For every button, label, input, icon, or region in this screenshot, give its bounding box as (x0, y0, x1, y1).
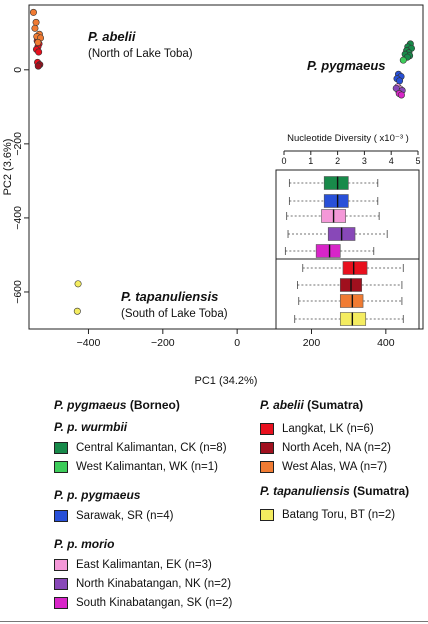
legend-left: P. pygmaeus (Borneo) P. p. wurmbii Centr… (54, 398, 244, 612)
legend-item-label: North Kinabatangan, NK (n=2) (76, 577, 232, 590)
legend-item-label: South Kinabatangan, SK (n=2) (76, 596, 233, 609)
data-point-wk (399, 56, 407, 64)
legend-swatch (54, 460, 68, 473)
legend-item: Central Kalimantan, CK (n=8) (54, 438, 244, 457)
legend-item-label: Sarawak, SR (n=4) (76, 509, 174, 522)
legend-item-label: Central Kalimantan, CK (n=8) (76, 441, 227, 454)
legend-swatch (260, 508, 274, 521)
box-ck (323, 176, 349, 190)
legend-group-title: P. p. morio (54, 537, 115, 551)
legend-species-name: P. abelii (260, 398, 304, 412)
legend-species-name: P. tapanuliensis (260, 484, 350, 498)
inset-tick-label: 4 (389, 156, 394, 166)
legend-swatch (54, 558, 68, 571)
legend-swatch (54, 596, 68, 609)
inset-tick-label: 2 (335, 156, 340, 166)
legend-item: South Kinabatangan, SK (n=2) (54, 593, 244, 612)
annotation-tapanuliensis-sub: (South of Lake Toba) (121, 308, 228, 320)
legend-item-label: West Alas, WA (n=7) (282, 460, 388, 473)
data-point-lk (35, 48, 43, 56)
legend-swatch (260, 460, 274, 473)
x-tick-label: 0 (234, 337, 240, 349)
legend-item: North Aceh, NA (n=2) (260, 438, 428, 457)
annotation-pygmaeus-name: P. pygmaeus (307, 58, 386, 73)
inset-tick-label: 5 (415, 156, 420, 166)
legend-region: (Sumatra) (307, 398, 364, 412)
data-point-na (34, 62, 42, 70)
data-point-bt (74, 280, 82, 288)
legend-heading-tapanuliensis: P. tapanuliensis (Sumatra) (260, 484, 428, 502)
annotation-tapanuliensis-name: P. tapanuliensis (121, 289, 218, 304)
legend-item: East Kalimantan, EK (n=3) (54, 555, 244, 574)
data-point-wa (29, 8, 37, 16)
x-tick-label: 200 (303, 337, 321, 349)
legend-group-title: P. p. pygmaeus (54, 488, 141, 502)
bottom-divider (0, 621, 428, 622)
legend-item-label: East Kalimantan, EK (n=3) (76, 558, 212, 571)
legend-species-name: P. pygmaeus (54, 398, 127, 412)
legend-heading-pygmaeus: P. pygmaeus (Borneo) (54, 398, 244, 416)
inset-tick-label: 1 (308, 156, 313, 166)
legend-swatch (54, 577, 68, 590)
inset-tick-label: 0 (281, 156, 286, 166)
pca-points (29, 8, 415, 315)
legend-item: Langkat, LK (n=6) (260, 419, 428, 438)
data-point-sk (397, 91, 405, 99)
legend-item: Sarawak, SR (n=4) (54, 506, 244, 525)
pca-axis-ticks: −400 −200 0 200 400 −600 −400 −200 0 (12, 67, 395, 349)
data-point-wa (31, 24, 39, 32)
legend-group-title: P. p. wurmbii (54, 420, 128, 434)
legend-item: Batang Toru, BT (n=2) (260, 505, 428, 524)
legend-region: (Borneo) (129, 398, 180, 412)
inset-tick-label: 3 (362, 156, 367, 166)
legend-item: North Kinabatangan, NK (n=2) (54, 574, 244, 593)
inset-boxplots (284, 176, 404, 326)
y-tick-label: −400 (12, 206, 24, 230)
legend-right: P. abelii (Sumatra) Langkat, LK (n=6) No… (260, 398, 428, 524)
data-point-wa (34, 38, 42, 46)
x-tick-label: −200 (151, 337, 175, 349)
inset-title: Nucleotide Diversity ( x10⁻³ ) (287, 133, 409, 144)
plot-frame (28, 4, 424, 330)
data-point-bt (73, 307, 81, 315)
pca-plot: PC2 (3.6%) PC1 (34.2%) P. abelii (North … (2, 4, 424, 387)
legend-swatch (260, 422, 274, 435)
legend-item-label: North Aceh, NA (n=2) (282, 441, 391, 454)
y-tick-label: 0 (12, 67, 24, 73)
legend-item: West Kalimantan, WK (n=1) (54, 457, 244, 476)
box-nk (315, 244, 341, 258)
annotation-abelii-sub: (North of Lake Toba) (88, 48, 193, 60)
y-axis-label: PC2 (3.6%) (2, 139, 14, 196)
legend-swatch (260, 441, 274, 454)
legend-item: West Alas, WA (n=7) (260, 457, 428, 476)
x-axis-label: PC1 (34.2%) (195, 375, 258, 387)
box-wk (323, 194, 349, 208)
legend-heading-abelii: P. abelii (Sumatra) (260, 398, 428, 416)
x-tick-label: −400 (77, 337, 101, 349)
y-tick-label: −200 (12, 132, 24, 156)
data-point-sr (396, 77, 404, 85)
data-point-wa (32, 18, 40, 26)
legend-item-label: Batang Toru, BT (n=2) (282, 508, 396, 521)
legend-swatch (54, 441, 68, 454)
legend-swatch (54, 509, 68, 522)
y-tick-label: −600 (12, 280, 24, 304)
legend-region: (Sumatra) (353, 484, 410, 498)
box-lk (342, 261, 368, 275)
data-point-nk (392, 84, 400, 92)
annotation-abelii-name: P. abelii (88, 29, 136, 44)
x-tick-label: 400 (377, 337, 395, 349)
legend-item-label: Langkat, LK (n=6) (282, 422, 374, 435)
legend-item-label: West Kalimantan, WK (n=1) (76, 460, 218, 473)
inset-axis-ticks: 0 1 2 3 4 5 (281, 150, 421, 166)
